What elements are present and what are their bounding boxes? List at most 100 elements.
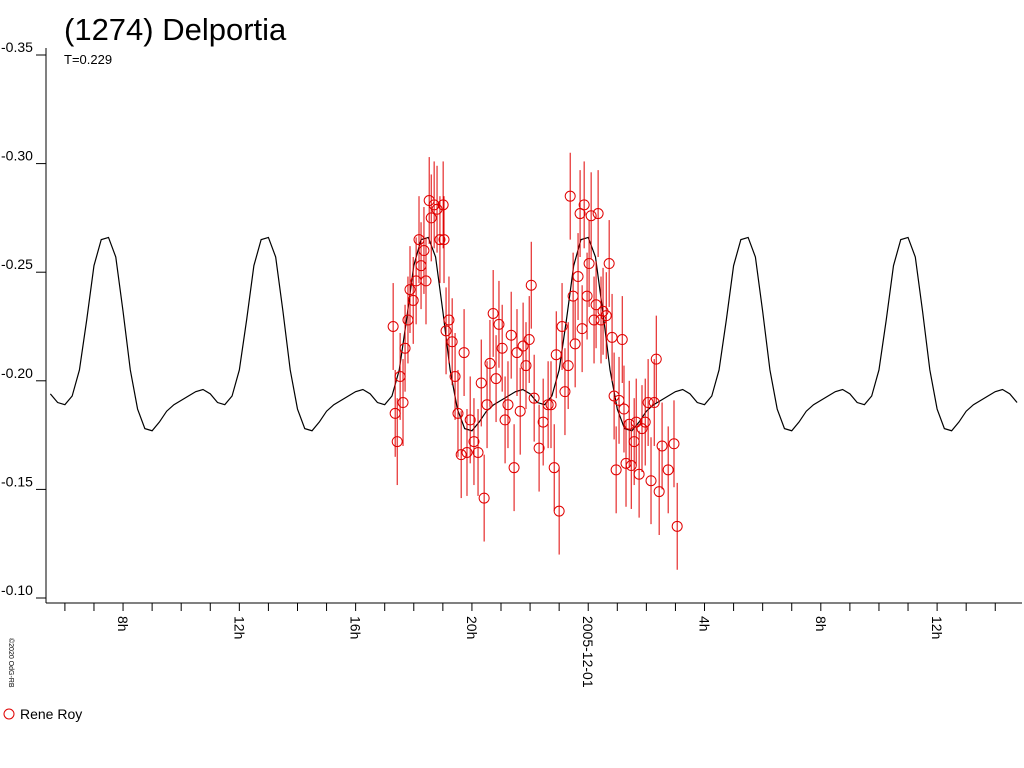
- x-tick-label: 12h: [231, 616, 247, 639]
- data-point: [559, 386, 571, 398]
- data-point: [545, 399, 557, 411]
- x-tick-label: 4h: [697, 616, 713, 632]
- data-point: [413, 234, 425, 246]
- credit: ©2020 OdG-RB: [7, 638, 15, 688]
- data-point: [600, 310, 612, 322]
- data-point: [511, 347, 523, 359]
- data-point: [592, 208, 604, 220]
- data-point: [434, 234, 446, 246]
- data-point: [564, 190, 576, 202]
- data-point: [452, 407, 464, 419]
- x-tick-label: 8h: [115, 616, 131, 632]
- x-tick-label: 20h: [464, 616, 480, 639]
- data-point: [394, 370, 406, 382]
- data-point: [437, 199, 449, 211]
- data-point: [528, 392, 540, 404]
- data-point: [550, 349, 562, 361]
- data-point: [606, 331, 618, 343]
- data-point: [490, 373, 502, 385]
- data-point: [407, 294, 419, 306]
- data-point: [389, 407, 401, 419]
- data-point: [613, 394, 625, 406]
- data-point: [671, 520, 683, 532]
- data-point: [404, 284, 416, 296]
- data-point: [514, 405, 526, 417]
- data-point: [517, 340, 529, 352]
- data-point: [648, 397, 660, 409]
- data-point: [440, 325, 452, 337]
- data-point: [668, 438, 680, 450]
- data-point: [402, 314, 414, 326]
- data-point: [616, 334, 628, 346]
- data-point: [387, 321, 399, 332]
- data-point: [461, 446, 473, 458]
- data-point: [399, 342, 411, 354]
- data-point: [610, 464, 622, 476]
- data-point: [493, 318, 505, 330]
- data-point: [481, 399, 493, 411]
- data-point: [590, 299, 602, 311]
- data-point: [662, 464, 674, 476]
- data-point: [588, 314, 600, 326]
- y-tick-label: -0.25: [1, 256, 33, 272]
- data-point: [478, 492, 490, 504]
- data-point: [533, 442, 545, 454]
- data-point: [502, 399, 514, 411]
- data-point: [556, 321, 568, 332]
- data-point: [650, 353, 662, 365]
- data-point: [623, 418, 635, 430]
- data-point: [628, 436, 640, 448]
- chart-subtitle: T=0.229: [64, 52, 112, 67]
- data-point: [562, 360, 574, 372]
- data-point: [633, 468, 645, 480]
- data-point: [639, 416, 651, 428]
- data-point: [458, 347, 470, 359]
- x-tick-label: 8h: [813, 616, 829, 632]
- data-point: [576, 323, 588, 335]
- data-point: [630, 416, 642, 428]
- data-point: [438, 234, 450, 246]
- data-point: [542, 399, 554, 411]
- data-point: [645, 475, 657, 487]
- data-point: [418, 244, 430, 256]
- data-point: [468, 436, 480, 448]
- data-point: [520, 360, 532, 372]
- data-point: [572, 271, 584, 283]
- data-point: [472, 446, 484, 458]
- data-point: [505, 329, 517, 341]
- data-point: [484, 357, 496, 369]
- data-point: [553, 505, 565, 517]
- x-tick-label: 2005-12-01: [580, 616, 596, 688]
- data-point: [446, 336, 458, 348]
- legend-marker: [3, 708, 15, 720]
- data-point: [487, 307, 499, 319]
- y-tick-label: -0.35: [1, 39, 33, 55]
- data-point: [636, 423, 648, 435]
- data-point: [415, 260, 427, 272]
- data-point: [618, 403, 630, 415]
- data-point: [581, 290, 593, 302]
- data-point: [397, 397, 409, 409]
- data-point: [656, 440, 668, 452]
- x-tick-label: 12h: [929, 616, 945, 639]
- data-point: [583, 258, 595, 270]
- data-point: [391, 436, 403, 448]
- data-point: [431, 203, 443, 215]
- data-point: [537, 416, 549, 428]
- x-tick-label: 16h: [348, 616, 364, 639]
- data-point: [642, 397, 654, 409]
- data-point: [443, 314, 455, 326]
- data-point: [499, 414, 511, 426]
- y-tick-label: -0.20: [1, 365, 33, 381]
- data-point: [420, 275, 432, 287]
- data-point: [567, 290, 579, 302]
- data-point: [525, 279, 537, 291]
- data-point: [523, 334, 535, 346]
- y-tick-label: -0.10: [1, 582, 33, 598]
- y-tick-label: -0.30: [1, 148, 33, 164]
- data-point: [464, 414, 476, 426]
- data-point: [653, 486, 665, 498]
- data-point: [620, 457, 632, 469]
